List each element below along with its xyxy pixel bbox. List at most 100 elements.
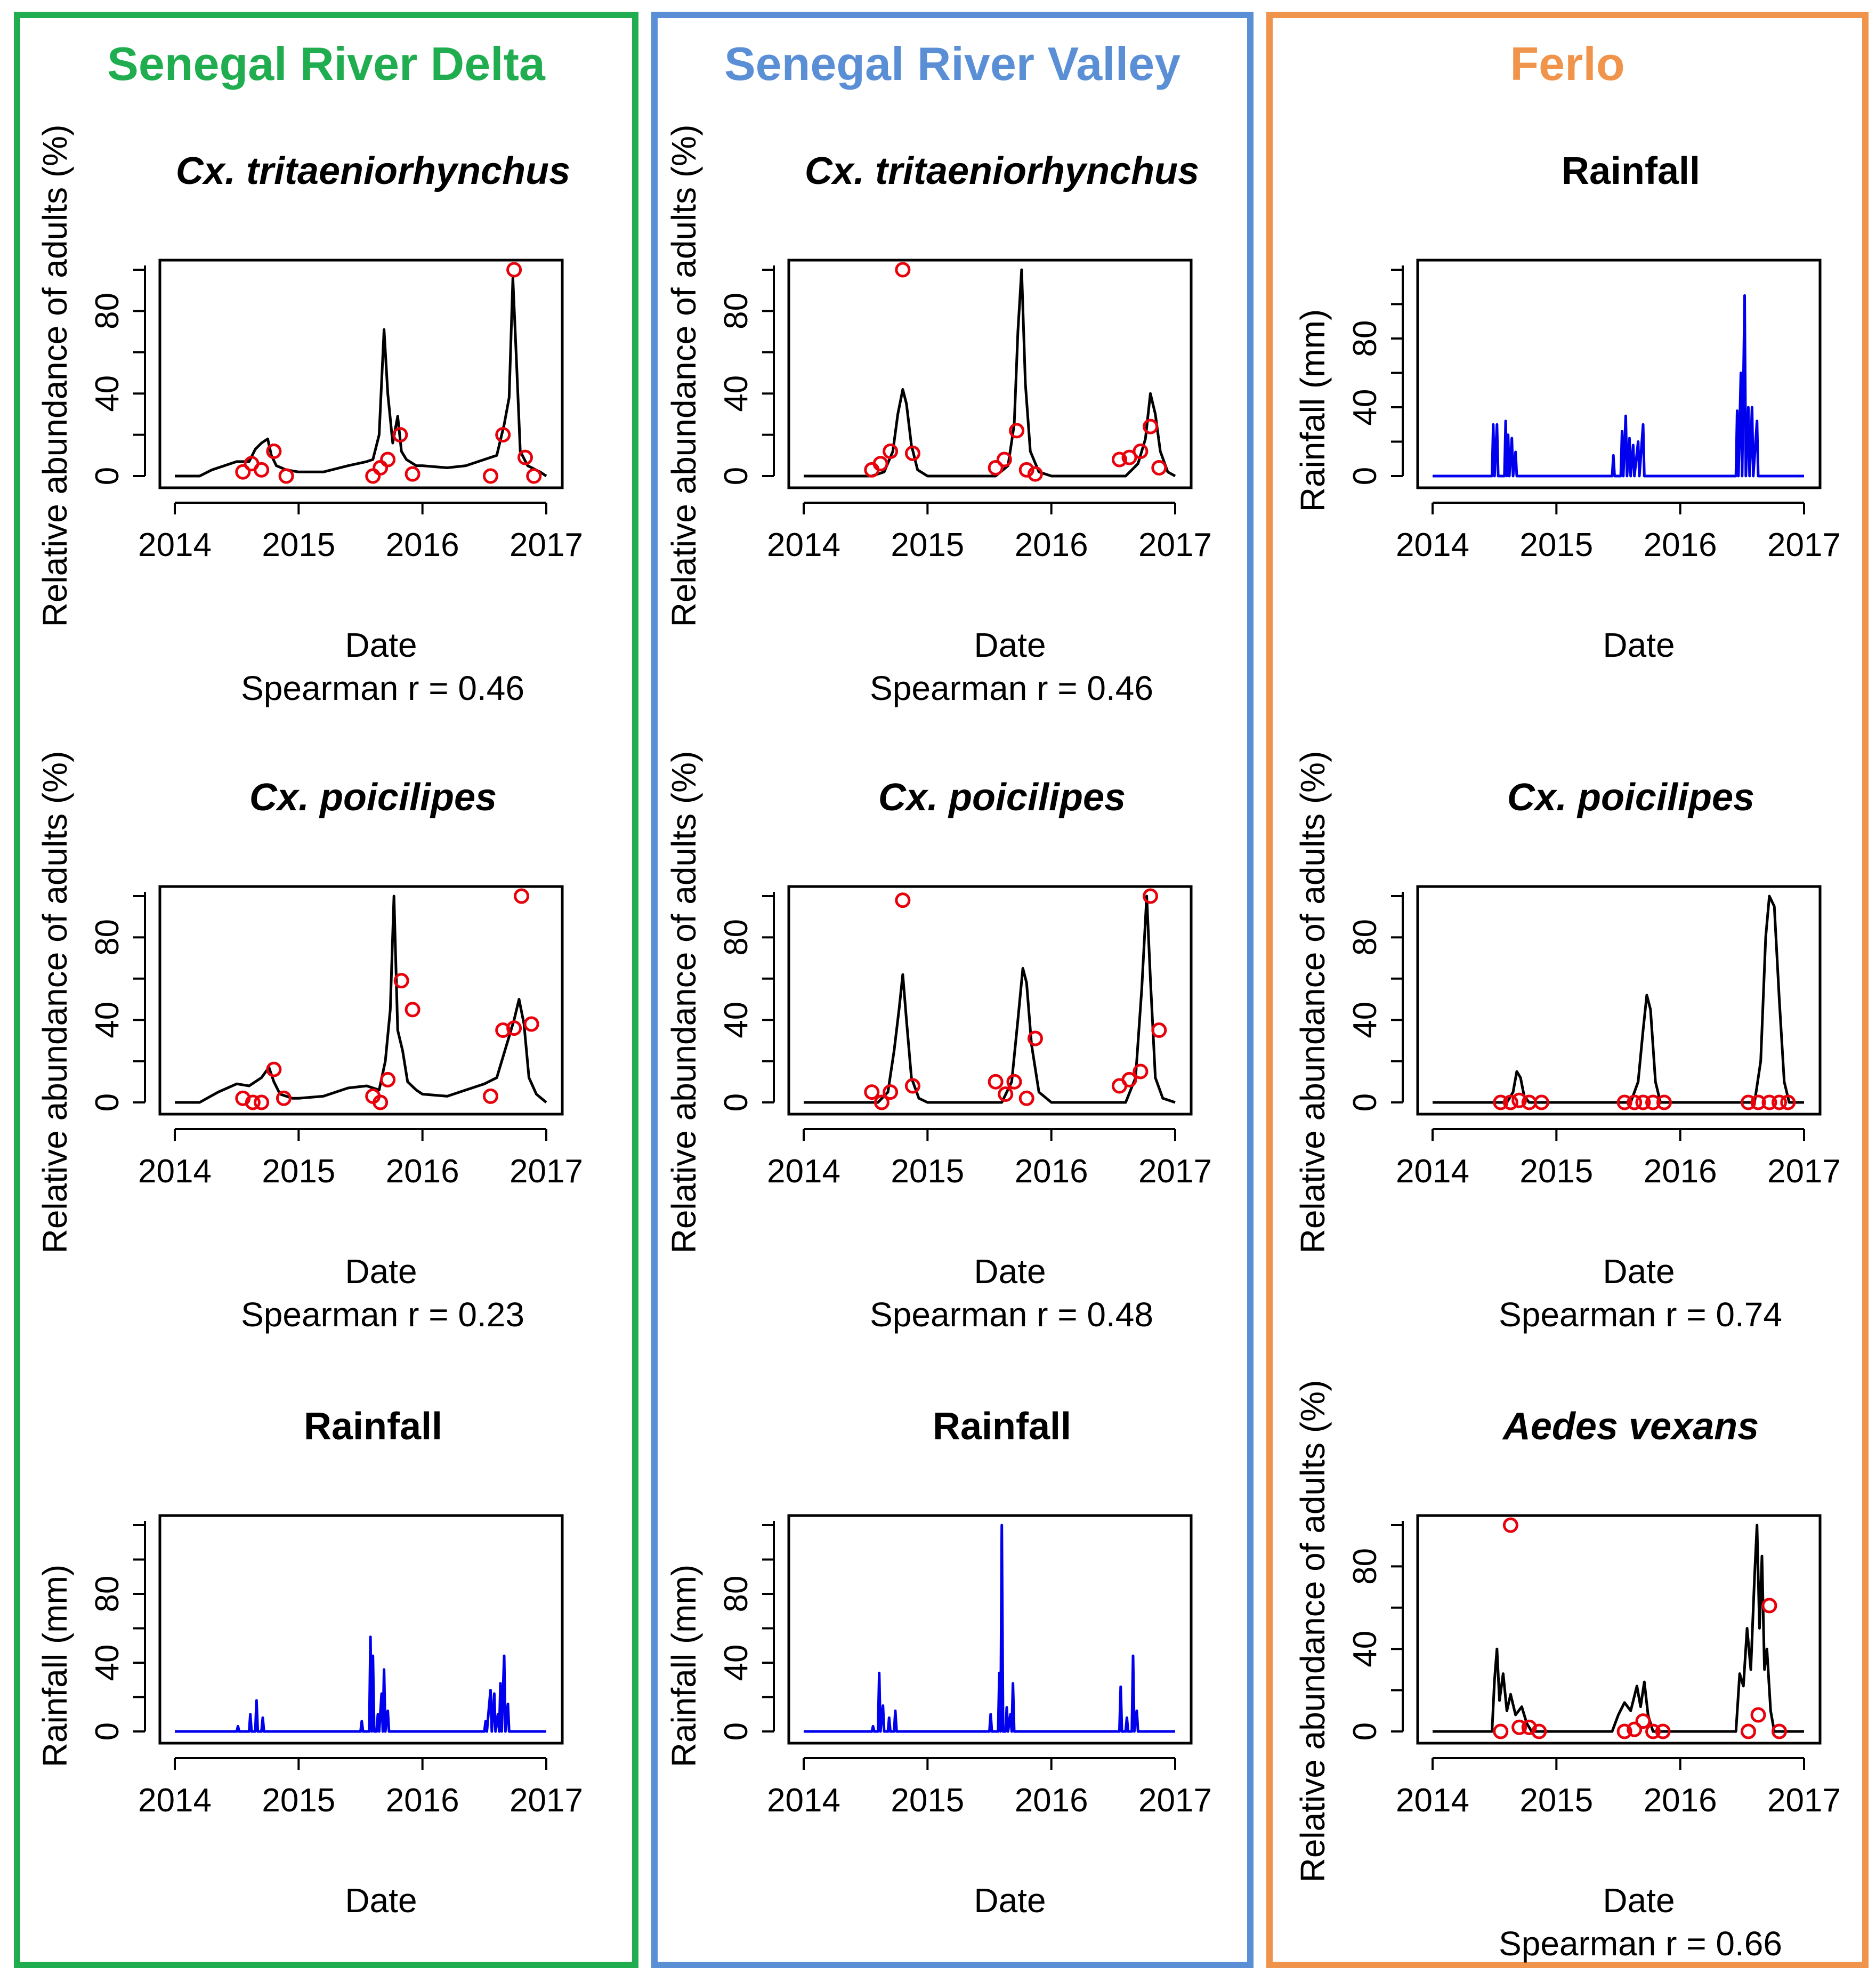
x-tick-label: 2017 (510, 1782, 583, 1819)
panel-title: Cx. tritaeniorhynchus (805, 150, 1199, 192)
x-tick-label: 2015 (262, 1782, 335, 1819)
observed-point (405, 1002, 421, 1018)
observed-point (1511, 1092, 1527, 1108)
x-tick-label: 2014 (1396, 1782, 1469, 1819)
y-tick-label: 80 (718, 293, 755, 329)
observed-point (526, 468, 542, 484)
plot-frame (1416, 1514, 1822, 1745)
chart-delta-poi: Cx. poicilipes 2014 2015 2016 2017 Date 0 40 80 R… (36, 751, 583, 1334)
observed-point (904, 1078, 920, 1094)
x-tick-label: 2017 (1767, 527, 1841, 563)
observed-point (996, 452, 1012, 468)
y-tick-label: 80 (718, 919, 755, 956)
observed-point (1616, 1723, 1632, 1739)
y-tick-label: 40 (1347, 389, 1384, 426)
plot-frame (787, 1514, 1193, 1745)
y-axis-label: Rainfall (mm) (1293, 309, 1332, 512)
spearman-label: Spearman r = 0.48 (870, 1295, 1153, 1334)
observed-point (506, 1020, 522, 1036)
observed-point (245, 1094, 261, 1110)
y-tick-label: 80 (89, 919, 126, 956)
x-tick-label: 2016 (1015, 1782, 1088, 1819)
y-tick-label: 80 (718, 1576, 755, 1613)
y-axis-label: Relative abundance of adults (%) (36, 125, 74, 627)
observed-point (1027, 466, 1043, 482)
x-tick-label: 2016 (1015, 1153, 1088, 1190)
chart-valley-rain: Rainfall 2014 2015 2016 2017 Date 0 40 80 Rainfal… (665, 1405, 1212, 1920)
y-tick-label: 0 (1347, 467, 1384, 485)
observed-point (1143, 418, 1159, 434)
y-tick-label: 80 (1347, 320, 1384, 357)
abundance-series-line (175, 277, 547, 478)
observed-point (1635, 1713, 1651, 1729)
observed-point (254, 1094, 270, 1110)
observed-point (1627, 1094, 1643, 1110)
observed-point (365, 468, 381, 484)
observed-point (1133, 444, 1149, 460)
observed-point (1635, 1094, 1651, 1110)
abundance-series-line (804, 268, 1176, 478)
y-tick-label: 40 (89, 1002, 126, 1038)
panel-title: Aedes vexans (1502, 1405, 1759, 1448)
region-frame-delta (14, 12, 638, 1968)
x-tick-label: 2017 (1767, 1782, 1841, 1819)
observed-point (1027, 1030, 1043, 1046)
region-title-valley: Senegal River Valley (724, 37, 1180, 90)
plot-frame (158, 259, 564, 489)
chart-ferlo-aedes: Aedes vexans 2014 2015 2016 2017 Date 0 40 80 Rel… (1293, 1380, 1841, 1963)
spearman-label: Spearman r = 0.23 (241, 1295, 524, 1334)
x-tick-label: 2014 (767, 1782, 840, 1819)
observed-point (872, 456, 888, 472)
x-tick-label: 2016 (1644, 527, 1717, 563)
observed-point (1531, 1723, 1547, 1739)
observed-point (1761, 1598, 1777, 1614)
observed-point (1533, 1094, 1549, 1110)
panel-title: Rainfall (304, 1405, 442, 1448)
spearman-label: Spearman r = 0.46 (241, 669, 524, 707)
chart-delta-tri: Cx. tritaeniorhynchus 2014 2015 2016 2017 Dat… (36, 125, 583, 707)
chart-valley-tri: Cx. tritaeniorhynchus 2014 2015 2016 2017 Dat… (665, 125, 1212, 707)
y-tick-label: 0 (718, 1722, 755, 1741)
x-tick-label: 2016 (386, 1782, 459, 1819)
panel-title: Cx. poicilipes (249, 776, 497, 819)
x-tick-label: 2016 (1015, 527, 1088, 563)
x-axis-label: Date (974, 1881, 1046, 1920)
observed-point (1750, 1707, 1766, 1723)
y-tick-label: 40 (1347, 1002, 1384, 1038)
observed-point (1740, 1094, 1756, 1110)
observed-point (1133, 1063, 1149, 1079)
x-tick-label: 2015 (262, 1153, 335, 1190)
observed-point (1616, 1094, 1632, 1110)
observed-point (266, 444, 282, 460)
x-tick-label: 2017 (510, 1153, 583, 1190)
observed-point (514, 888, 530, 904)
plot-frame (1416, 259, 1822, 489)
x-axis-label: Date (1603, 1252, 1675, 1291)
chart-panels: Cx. tritaeniorhynchus 2014 2015 2016 2017 Dat… (36, 125, 1841, 1963)
y-axis-label: Relative abundance of adults (%) (1293, 751, 1332, 1254)
panel-title: Cx. tritaeniorhynchus (176, 150, 570, 192)
y-tick-label: 40 (718, 375, 755, 412)
observed-point (1111, 452, 1127, 468)
spearman-label: Spearman r = 0.74 (1499, 1295, 1782, 1334)
observed-point (254, 462, 270, 478)
y-tick-label: 0 (89, 1093, 126, 1111)
observed-point (392, 427, 408, 443)
plot-frame (158, 1514, 564, 1745)
x-tick-label: 2017 (1767, 1153, 1841, 1190)
x-tick-label: 2015 (1519, 527, 1593, 563)
observed-point (1780, 1094, 1796, 1110)
observed-point (1493, 1094, 1509, 1110)
chart-ferlo-rain: Rainfall 2014 2015 2016 2017 Date 0 40 80 Rainfal… (1293, 150, 1841, 664)
x-tick-label: 2014 (1396, 527, 1469, 563)
observed-point (1761, 1094, 1777, 1110)
y-axis-label: Relative abundance of adults (%) (36, 751, 74, 1254)
observed-point (1018, 1090, 1034, 1106)
observed-point (1772, 1723, 1788, 1739)
region-frame-valley (651, 12, 1254, 1968)
y-axis-label: Relative abundance of adults (%) (1293, 1380, 1332, 1883)
panel-title: Rainfall (1562, 150, 1700, 192)
observed-point (380, 1071, 396, 1087)
observed-point (1502, 1517, 1518, 1533)
x-axis-label: Date (1603, 626, 1675, 664)
